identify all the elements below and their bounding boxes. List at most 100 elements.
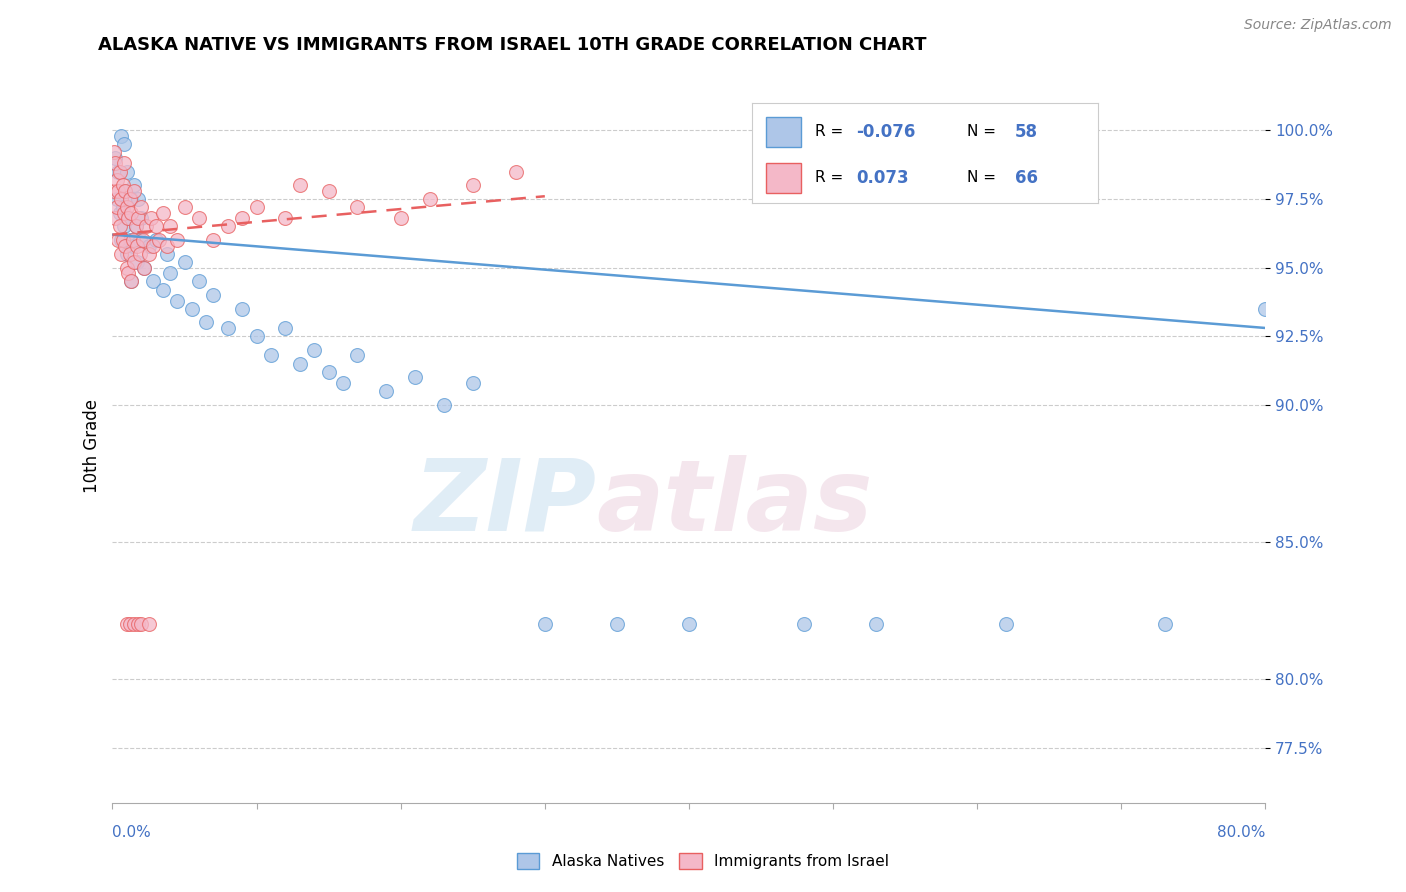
Point: [120, 192, 142, 206]
Point: [188, 274, 211, 288]
Text: 80.0%: 80.0%: [1218, 825, 1265, 839]
Point: [104, 211, 127, 226]
Point: [138, 238, 160, 252]
Point: [159, 266, 181, 280]
Point: [108, 205, 131, 219]
Text: ALASKA NATIVE VS IMMIGRANTS FROM ISRAEL 10TH GRADE CORRELATION CHART: ALASKA NATIVE VS IMMIGRANTS FROM ISRAEL …: [98, 36, 927, 54]
Point: [127, 211, 149, 226]
Point: [173, 255, 195, 269]
Point: [461, 178, 484, 193]
Point: [346, 348, 368, 362]
Point: [110, 128, 132, 143]
Point: [304, 343, 326, 357]
Text: atlas: atlas: [596, 455, 873, 551]
Point: [995, 617, 1018, 632]
Point: [107, 233, 129, 247]
Point: [288, 178, 311, 193]
Point: [111, 233, 134, 247]
Point: [231, 211, 253, 226]
Point: [142, 274, 165, 288]
Point: [159, 219, 181, 234]
Point: [134, 260, 156, 275]
Point: [127, 617, 149, 632]
Point: [125, 238, 148, 252]
Point: [104, 151, 127, 165]
Point: [118, 617, 141, 632]
Point: [152, 205, 174, 219]
Point: [156, 238, 179, 252]
Point: [118, 192, 141, 206]
Point: [122, 617, 145, 632]
Point: [246, 200, 269, 214]
Point: [1254, 301, 1277, 316]
Point: [288, 357, 311, 371]
Point: [195, 316, 218, 330]
Point: [534, 617, 557, 632]
Point: [103, 184, 125, 198]
Point: [115, 617, 138, 632]
Point: [188, 211, 211, 226]
Point: [115, 164, 138, 178]
Text: ZIP: ZIP: [413, 455, 596, 551]
Point: [115, 260, 138, 275]
Point: [173, 200, 195, 214]
Point: [180, 301, 202, 316]
Point: [865, 617, 887, 632]
Point: [115, 200, 138, 214]
Point: [112, 156, 135, 170]
Point: [375, 384, 398, 398]
Point: [145, 219, 167, 234]
Point: [122, 178, 145, 193]
Point: [260, 348, 283, 362]
Point: [217, 321, 239, 335]
Point: [118, 233, 141, 247]
Text: Source: ZipAtlas.com: Source: ZipAtlas.com: [1244, 18, 1392, 32]
Point: [110, 192, 132, 206]
Point: [135, 219, 157, 234]
Point: [274, 321, 297, 335]
Point: [148, 233, 170, 247]
Point: [332, 376, 354, 390]
Point: [606, 617, 628, 632]
Point: [110, 247, 132, 261]
Point: [231, 301, 253, 316]
Point: [120, 205, 142, 219]
Legend: Alaska Natives, Immigrants from Israel: Alaska Natives, Immigrants from Israel: [510, 847, 896, 875]
Point: [111, 200, 134, 214]
Point: [105, 200, 128, 214]
Point: [246, 329, 269, 343]
Point: [114, 184, 136, 198]
Point: [202, 233, 225, 247]
Y-axis label: 10th Grade: 10th Grade: [83, 399, 101, 493]
Point: [117, 266, 139, 280]
Point: [124, 219, 146, 234]
Point: [389, 211, 412, 226]
Point: [138, 247, 160, 261]
Point: [122, 184, 145, 198]
Text: 0.0%: 0.0%: [112, 825, 152, 839]
Point: [107, 184, 129, 198]
Point: [115, 247, 138, 261]
Point: [141, 211, 163, 226]
Point: [138, 617, 160, 632]
Point: [105, 173, 128, 187]
Point: [132, 233, 155, 247]
Point: [120, 274, 142, 288]
Point: [117, 211, 139, 226]
Point: [120, 274, 142, 288]
Point: [117, 211, 139, 226]
Point: [129, 211, 153, 226]
Point: [404, 370, 426, 384]
Point: [127, 192, 149, 206]
Point: [118, 247, 141, 261]
Point: [1153, 617, 1175, 632]
Point: [107, 164, 129, 178]
Point: [129, 200, 153, 214]
Point: [105, 192, 128, 206]
Point: [156, 247, 179, 261]
Point: [108, 164, 131, 178]
Point: [678, 617, 700, 632]
Point: [202, 288, 225, 302]
Point: [122, 255, 145, 269]
Point: [318, 184, 340, 198]
